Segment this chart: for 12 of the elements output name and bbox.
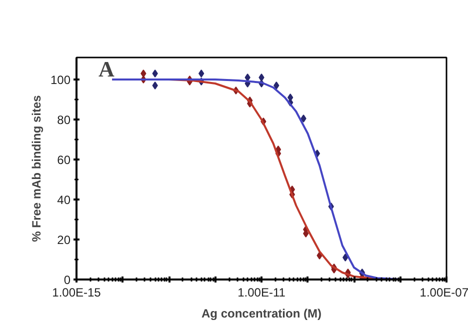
y-tick-label: 40 xyxy=(57,193,71,207)
x-tick-label: 1.00E-07 xyxy=(420,286,468,300)
y-tick-label: 60 xyxy=(57,153,71,167)
x-axis-title: Ag concentration (M) xyxy=(202,306,322,320)
y-tick-label: 0 xyxy=(64,273,71,287)
y-tick-label: 100 xyxy=(50,73,71,87)
x-tick-label: 1.00E-15 xyxy=(52,286,102,300)
y-tick-label: 80 xyxy=(57,113,71,127)
annotation: A xyxy=(98,56,114,82)
y-tick-label: 20 xyxy=(57,233,71,247)
x-tick-label: 1.00E-11 xyxy=(238,286,286,300)
y-axis-title: % Free mAb binding sites xyxy=(29,94,44,242)
